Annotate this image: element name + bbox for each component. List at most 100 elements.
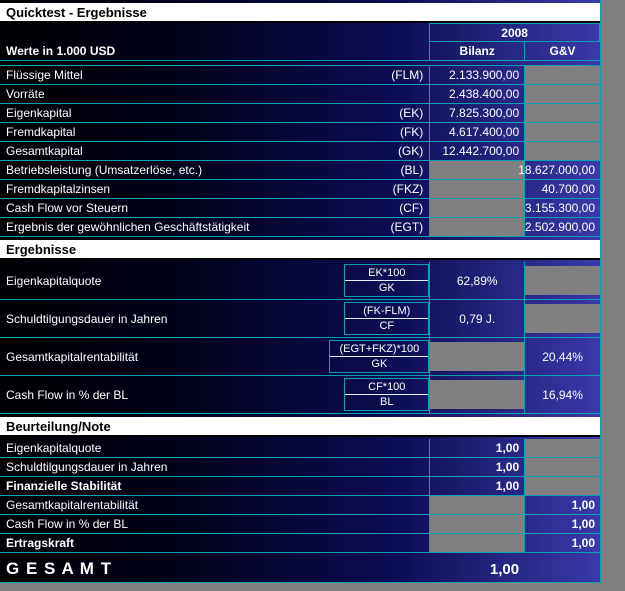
formula-denominator: CF xyxy=(379,320,395,332)
gesamt-value-cell[interactable]: 1,00 xyxy=(489,560,520,578)
row-label: Schuldtilgungsdauer in Jahren xyxy=(6,311,168,326)
row-code: (CF) xyxy=(399,201,424,215)
row-label: Eigenkapitalquote xyxy=(6,273,102,288)
note-value-cell[interactable]: 1,00 xyxy=(429,477,524,495)
formula-fraction: (EGT+FKZ)*100 GK xyxy=(329,340,430,373)
gesamt-row: G E S A M T 1,00 xyxy=(0,555,600,583)
row-code-cell: (EGT) xyxy=(329,218,429,236)
gv-value-cell[interactable]: 2.502.900,00 xyxy=(524,218,600,236)
formula-cell: (FK-FLM) CF xyxy=(329,300,430,337)
sheet-title-bar: Quicktest - Ergebnisse xyxy=(0,3,600,23)
bilanz-value-cell[interactable]: 7.825.300,00 xyxy=(429,104,524,122)
ergebnisse-section-title: Ergebnisse xyxy=(6,241,77,257)
formula-numerator: CF*100 xyxy=(345,379,429,395)
row-code-cell xyxy=(329,534,429,552)
gv-blocked-cell xyxy=(524,458,600,476)
note-value-cell[interactable]: 1,00 xyxy=(524,496,600,514)
row-note-eigenkapitalquote: Eigenkapitalquote 1,00 xyxy=(0,439,600,458)
formula-cell: (EGT+FKZ)*100 GK xyxy=(329,338,430,375)
result-value-cell[interactable]: 20,44% xyxy=(524,338,600,375)
gv-blocked-cell xyxy=(524,262,600,299)
bilanz-column-header: Bilanz xyxy=(429,42,524,60)
row-code: (GK) xyxy=(397,144,424,158)
gv-blocked-cell xyxy=(524,477,600,495)
result-value-cell[interactable]: 16,94% xyxy=(524,376,600,413)
row-code-cell xyxy=(329,439,429,457)
row-code-cell: (FLM) xyxy=(329,66,429,84)
bilanz-value-cell[interactable]: 12.442.700,00 xyxy=(429,142,524,160)
gv-blocked-cell xyxy=(524,300,600,337)
row-label: Ergebnis der gewöhnlichen Geschäftstätig… xyxy=(6,220,250,234)
note-value-cell[interactable]: 1,00 xyxy=(524,534,600,552)
row-label: Fremdkapital xyxy=(6,125,76,139)
bilanz-value-cell[interactable]: 2.438.400,00 xyxy=(429,85,524,103)
row-note-schuldtilgungsdauer: Schuldtilgungsdauer in Jahren 1,00 xyxy=(0,458,600,477)
note-value-cell[interactable]: 1,00 xyxy=(429,458,524,476)
row-label: Vorräte xyxy=(6,87,45,101)
row-label: Cash Flow in % der BL xyxy=(6,517,129,531)
row-fremdkapitalzinsen: Fremdkapitalzinsen (FKZ) 40.700,00 xyxy=(0,180,600,199)
row-eigenkapital: Eigenkapital (EK) 7.825.300,00 xyxy=(0,104,600,123)
row-code-cell: (FK) xyxy=(329,123,429,141)
row-fremdkapital: Fremdkapital (FK) 4.617.400,00 xyxy=(0,123,600,142)
row-code-cell xyxy=(329,515,429,533)
row-code-cell: (GK) xyxy=(329,142,429,160)
gv-column-header: G&V xyxy=(524,42,600,60)
result-value-cell[interactable]: 0,79 J. xyxy=(429,300,524,337)
gv-value-cell[interactable]: 40.700,00 xyxy=(524,180,600,198)
gesamt-label: G E S A M T xyxy=(6,559,113,578)
formula-denominator: BL xyxy=(380,396,394,408)
formula-numerator: EK*100 xyxy=(345,265,429,281)
row-code-cell: (EK) xyxy=(329,104,429,122)
note-value-cell[interactable]: 1,00 xyxy=(429,439,524,457)
row-schuldtilgungsdauer-ergebnis: Schuldtilgungsdauer in Jahren (FK-FLM) C… xyxy=(0,300,600,338)
row-label: Flüssige Mittel xyxy=(6,68,83,82)
bilanz-value-cell[interactable]: 2.133.900,00 xyxy=(429,66,524,84)
ergebnisse-section-bar: Ergebnisse xyxy=(0,240,600,260)
gray-fill xyxy=(430,342,525,371)
row-vorraete: Vorräte 2.438.400,00 xyxy=(0,85,600,104)
formula-fraction: (FK-FLM) CF xyxy=(344,302,430,335)
formula-fraction: CF*100 BL xyxy=(344,378,430,411)
result-value-cell[interactable]: 62,89% xyxy=(429,262,524,299)
row-code-cell: (CF) xyxy=(329,199,429,217)
row-eigenkapitalquote-ergebnis: Eigenkapitalquote EK*100 GK 62,89% xyxy=(0,262,600,300)
bilanz-blocked-cell xyxy=(429,218,524,236)
sheet-title: Quicktest - Ergebnisse xyxy=(6,4,147,20)
formula-denominator: GK xyxy=(378,282,395,294)
row-code: (FLM) xyxy=(391,68,424,82)
row-code-cell xyxy=(329,477,429,495)
worksheet: Quicktest - Ergebnisse 2008 Werte in 1.0… xyxy=(0,0,601,583)
column-header-row: Werte in 1.000 USD Bilanz G&V xyxy=(0,42,600,61)
bilanz-blocked-cell xyxy=(429,534,525,552)
row-fluessige-mittel: Flüssige Mittel (FLM) 2.133.900,00 xyxy=(0,66,600,85)
sheet-right-margin xyxy=(601,0,625,591)
row-code: (EK) xyxy=(399,106,424,120)
formula-numerator: (FK-FLM) xyxy=(345,303,429,319)
row-code: (BL) xyxy=(400,163,424,177)
bilanz-blocked-cell xyxy=(429,515,525,533)
row-code-cell: (BL) xyxy=(329,161,429,179)
gv-blocked-cell xyxy=(524,85,600,103)
gv-blocked-cell xyxy=(524,104,600,122)
formula-numerator: (EGT+FKZ)*100 xyxy=(330,341,429,357)
year-row-spacer xyxy=(0,23,429,42)
row-note-ertragskraft: Ertragskraft 1,00 xyxy=(0,534,600,553)
row-code-cell xyxy=(329,85,429,103)
gv-value-cell[interactable]: 18.627.000,00 xyxy=(518,161,600,179)
beurteilung-section-title: Beurteilung/Note xyxy=(6,418,111,434)
year-row: 2008 xyxy=(0,23,600,42)
beurteilung-rows: Eigenkapitalquote 1,00 Schuldtilgungsdau… xyxy=(0,439,600,553)
bilanz-value-cell[interactable]: 4.617.400,00 xyxy=(429,123,524,141)
row-cashflow-vor-steuern: Cash Flow vor Steuern (CF) 3.155.300,00 xyxy=(0,199,600,218)
gv-value-cell[interactable]: 3.155.300,00 xyxy=(524,199,600,217)
note-value-cell[interactable]: 1,00 xyxy=(524,515,600,533)
row-label: Eigenkapitalquote xyxy=(6,441,102,455)
gray-fill xyxy=(525,266,600,295)
row-cashflow-prozent-ergebnis: Cash Flow in % der BL CF*100 BL 16,94% xyxy=(0,376,600,414)
row-egt: Ergebnis der gewöhnlichen Geschäftstätig… xyxy=(0,218,600,237)
empty-header-cell xyxy=(329,42,429,60)
row-code-cell xyxy=(329,458,429,476)
year-header-cell: 2008 xyxy=(429,23,600,42)
